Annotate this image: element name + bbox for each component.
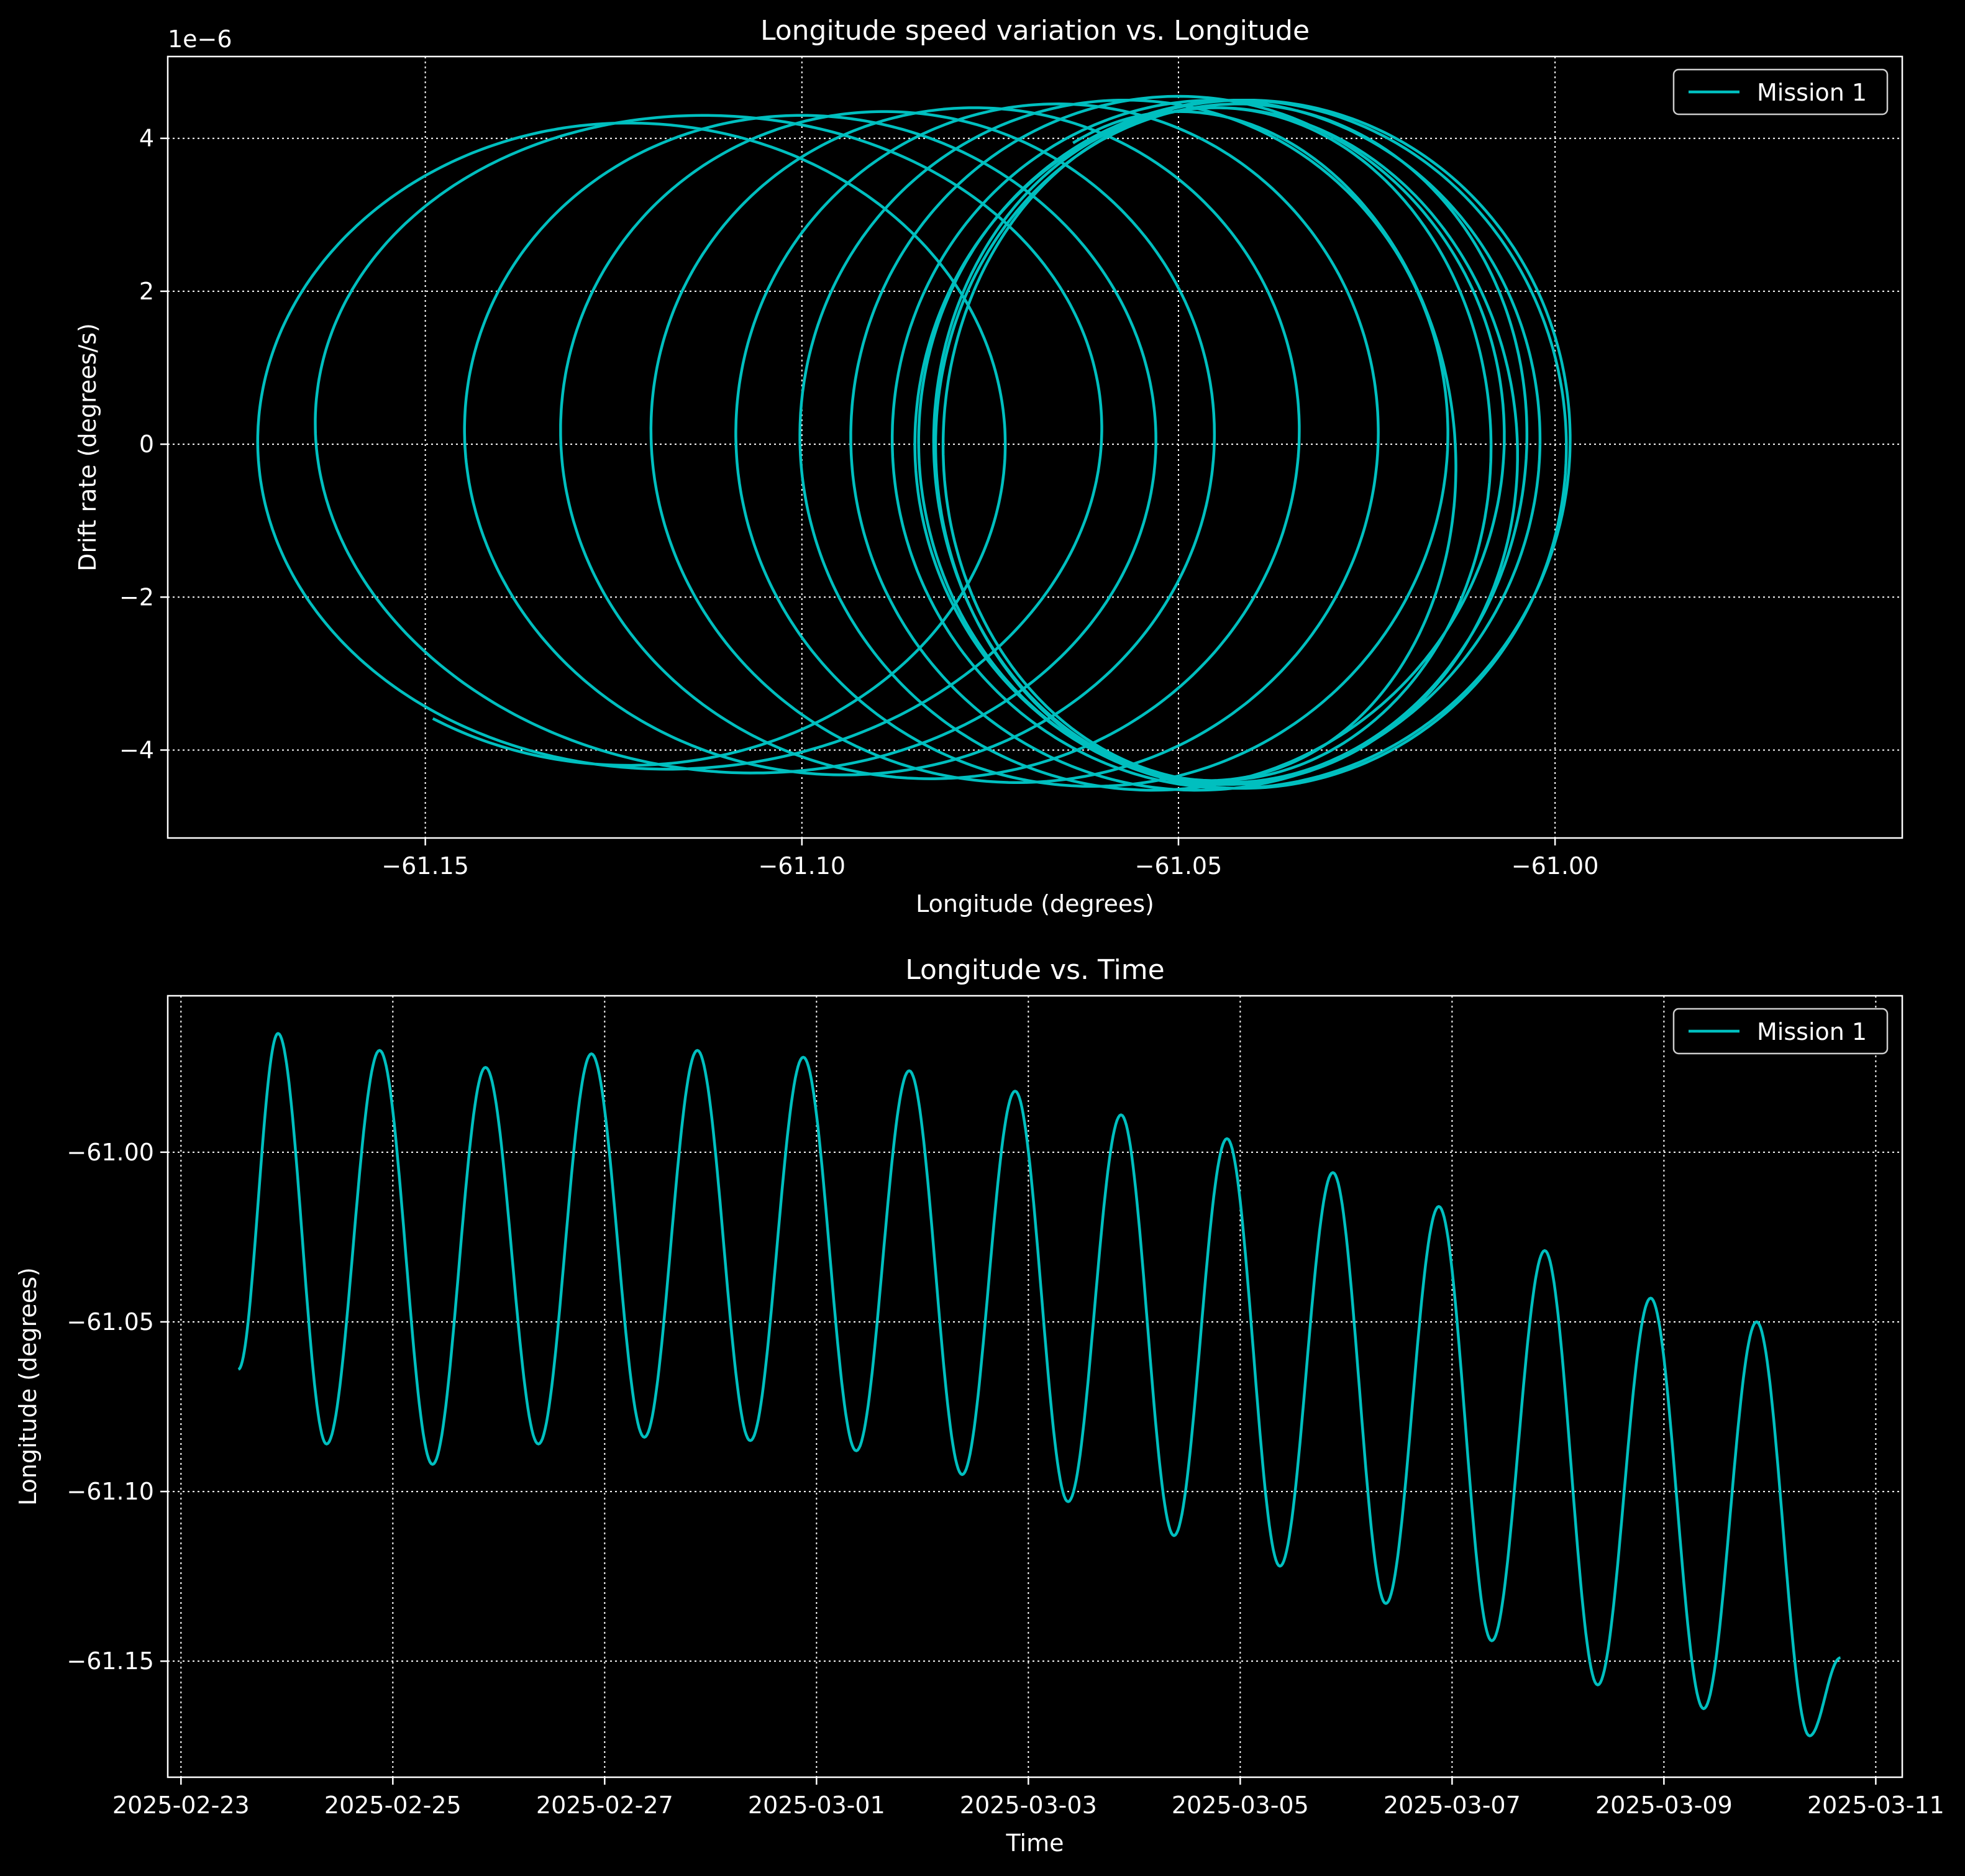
chart1-axes-frame: [166, 55, 1903, 839]
x-tick-label: −61.00: [1511, 852, 1599, 880]
x-tick-label: 2025-03-01: [748, 1792, 885, 1819]
series-line-mission-1: [237, 1032, 1841, 1737]
y-tick-label: −2: [119, 583, 154, 611]
x-tick-label: 2025-02-27: [536, 1792, 673, 1819]
chart1-y-offset-text: 1e−6: [168, 25, 232, 53]
chart2-axes-frame: [166, 995, 1903, 1778]
chart2-x-ticks: 2025-02-23 2025-02-25 2025-02-27 2025-03-01…: [112, 1777, 1944, 1819]
chart2-series: [237, 1032, 1841, 1737]
chart1-legend-label: Mission 1: [1757, 79, 1867, 106]
chart1-grid: [168, 57, 1902, 838]
chart1-series: [256, 94, 1572, 792]
x-tick-label: 2025-03-03: [960, 1792, 1097, 1819]
chart1-legend-box: [1672, 68, 1889, 116]
y-tick-label: 0: [139, 430, 154, 458]
y-tick-label: 4: [139, 125, 154, 152]
chart1-title: Longitude speed variation vs. Longitude: [760, 15, 1310, 47]
chart1-x-label: Longitude (degrees): [916, 890, 1154, 918]
y-tick-label: 2: [139, 278, 154, 305]
chart-longitude-speed: −61.15 −61.10 −61.05 −61.00 4 2 0 −2 −4 Longitu…: [74, 15, 1903, 918]
x-tick-label: 2025-02-25: [324, 1792, 462, 1819]
y-tick-label: −61.05: [66, 1308, 154, 1336]
y-tick-label: −61.00: [66, 1139, 154, 1166]
chart2-legend-box: [1672, 1008, 1889, 1055]
x-tick-label: 2025-03-07: [1384, 1792, 1521, 1819]
y-tick-label: −4: [119, 736, 154, 763]
x-tick-label: 2025-03-09: [1595, 1792, 1733, 1819]
chart2-legend: Mission 1: [1672, 1008, 1889, 1055]
chart1-x-ticks: −61.15 −61.10 −61.05 −61.00: [381, 838, 1598, 880]
x-tick-label: −61.10: [758, 852, 846, 880]
x-tick-label: −61.15: [381, 852, 469, 880]
x-tick-label: −61.05: [1135, 852, 1223, 880]
series-line-mission-1: [256, 94, 1572, 792]
x-tick-label: 2025-03-11: [1807, 1792, 1944, 1819]
chart2-y-ticks: −61.00 −61.05 −61.10 −61.15: [66, 1139, 168, 1675]
y-tick-label: −61.15: [66, 1647, 154, 1675]
chart2-x-label: Time: [1006, 1829, 1064, 1857]
chart-longitude-time: 2025-02-23 2025-02-25 2025-02-27 2025-03-01…: [14, 954, 1944, 1857]
x-tick-label: 2025-02-23: [112, 1792, 250, 1819]
chart2-title: Longitude vs. Time: [905, 954, 1164, 986]
chart1-y-label: Drift rate (degrees/s): [74, 323, 101, 571]
chart1-legend: Mission 1: [1672, 68, 1889, 116]
x-tick-label: 2025-03-05: [1172, 1792, 1309, 1819]
y-tick-label: −61.10: [66, 1478, 154, 1505]
chart2-y-label: Longitude (degrees): [14, 1267, 42, 1506]
chart2-legend-label: Mission 1: [1757, 1018, 1867, 1045]
chart1-y-ticks: 4 2 0 −2 −4: [119, 125, 168, 763]
